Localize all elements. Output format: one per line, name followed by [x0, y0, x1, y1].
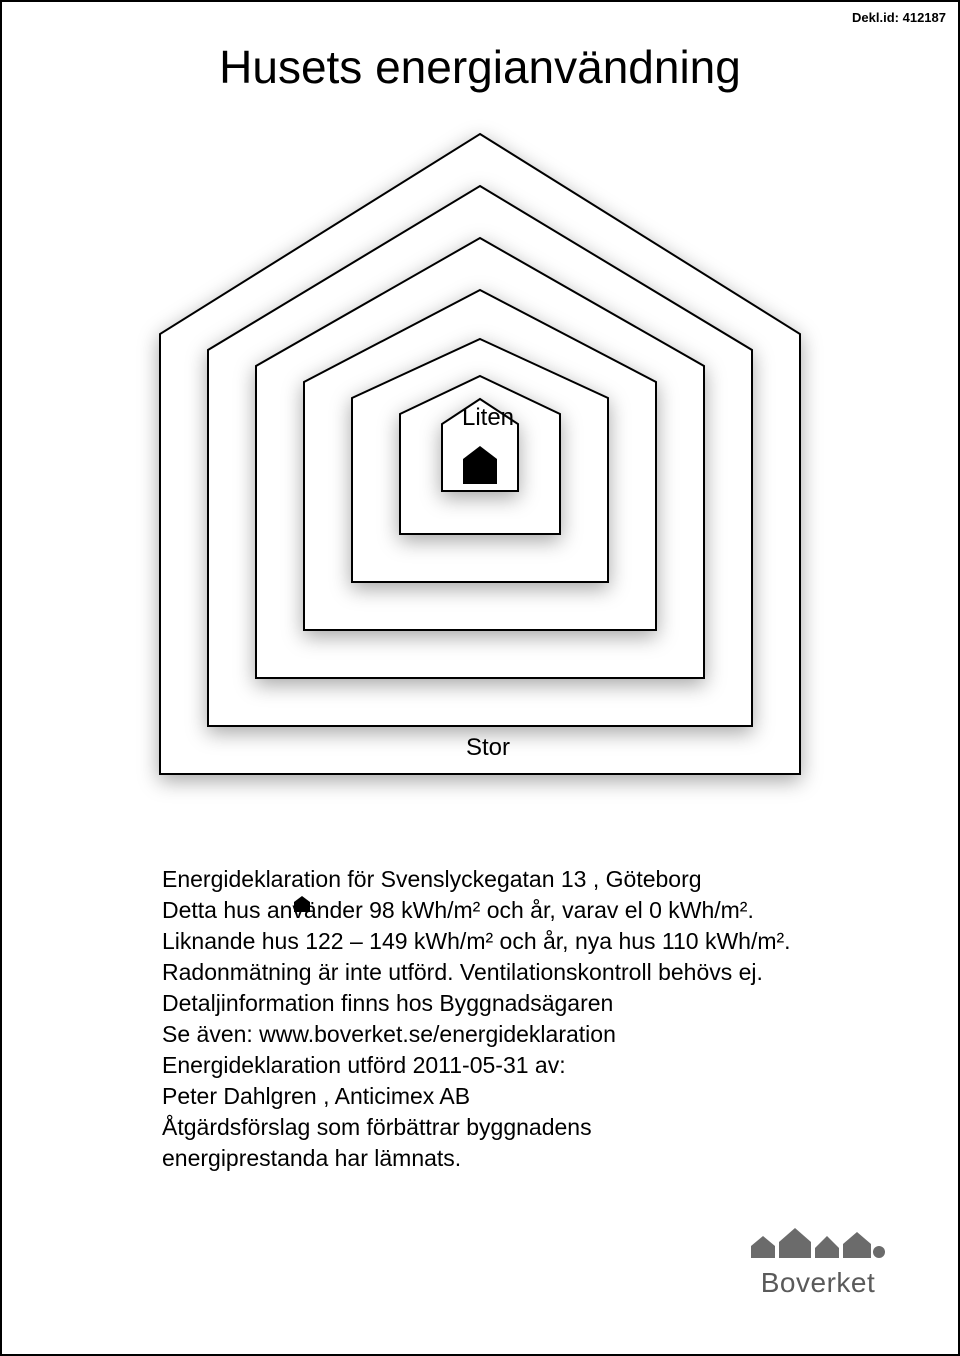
info-see-also: Se även: www.boverket.se/energideklarati… — [162, 1019, 868, 1050]
page-title: Husets energianvändning — [2, 40, 958, 94]
info-improvement-line1: Åtgärdsförslag som förbättrar byggnadens — [162, 1112, 868, 1143]
info-improvement-line2: energiprestanda har lämnats. — [162, 1143, 868, 1174]
house-svg — [120, 114, 840, 834]
house-diagram: Liten Stor — [120, 114, 840, 834]
info-radon-line: Radonmätning är inte utförd. Ventilation… — [162, 957, 868, 988]
page-frame: Dekl.id: 412187 Husets energianvändning — [0, 0, 960, 1356]
info-usage-line: Detta hus använder 98 kWh/m² och år, var… — [162, 895, 868, 926]
info-similar-line: Liknande hus 122 – 149 kWh/m² och år, ny… — [162, 926, 868, 957]
boverket-logo: Boverket — [723, 1212, 913, 1299]
label-liten: Liten — [458, 404, 518, 432]
info-performed-line: Energideklaration utförd 2011-05-31 av: — [162, 1050, 868, 1081]
bullet-house-icon — [292, 894, 312, 914]
info-performer: Peter Dahlgren , Anticimex AB — [162, 1081, 868, 1112]
boverket-logo-text: Boverket — [723, 1267, 913, 1299]
label-stor: Stor — [458, 734, 518, 762]
info-block: Energideklaration för Svenslyckegatan 13… — [162, 864, 868, 1174]
boverket-logo-icon — [723, 1212, 913, 1260]
info-detail-line: Detaljinformation finns hos Byggnadsägar… — [162, 988, 868, 1019]
info-declaration-for: Energideklaration för Svenslyckegatan 13… — [162, 864, 868, 895]
declaration-id: Dekl.id: 412187 — [852, 10, 946, 25]
